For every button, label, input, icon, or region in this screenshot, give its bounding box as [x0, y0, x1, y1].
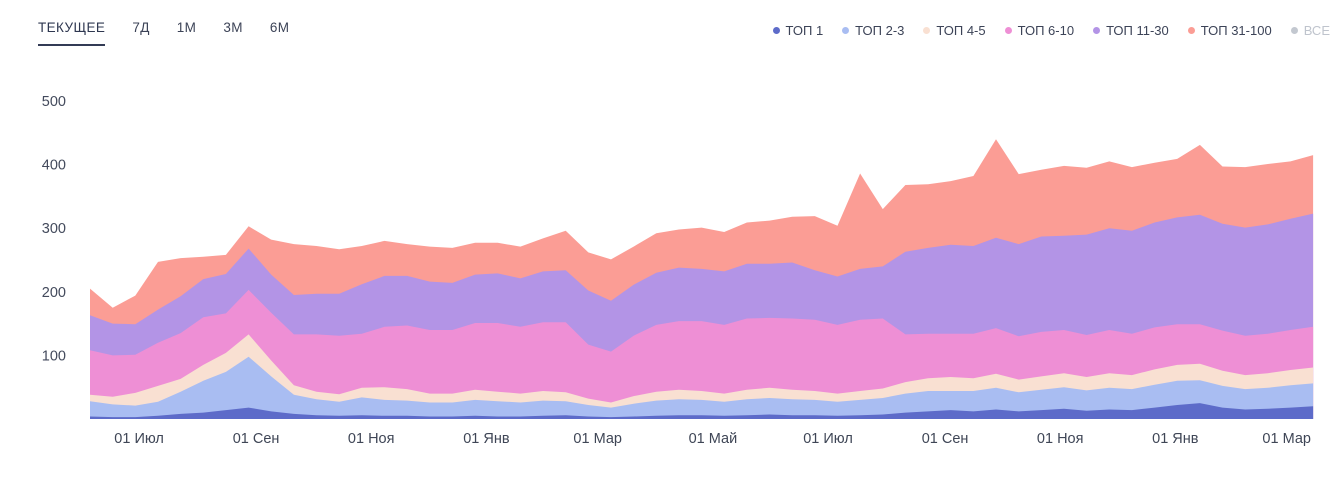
legend-label: ТОП 1: [785, 23, 824, 38]
x-axis-tick-label: 01 Янв: [1152, 431, 1199, 447]
tab-current[interactable]: ТЕКУЩЕЕ: [38, 20, 106, 46]
legend-item-all[interactable]: ВСЕ: [1290, 23, 1330, 38]
legend-dot-icon: [1093, 27, 1101, 34]
tab-1m[interactable]: 1М: [176, 20, 197, 35]
legend-label: ВСЕ: [1303, 23, 1330, 38]
legend-item-top1[interactable]: ТОП 1: [772, 23, 824, 38]
x-axis-tick-label: 01 Сен: [233, 431, 280, 447]
tab-7d[interactable]: 7Д: [132, 20, 150, 35]
legend-item-top6-10[interactable]: ТОП 6-10: [1004, 23, 1075, 38]
time-range-tabs: ТЕКУЩЕЕ 7Д 1М 3М 6М: [38, 20, 289, 46]
y-axis-tick-label: 100: [42, 348, 66, 364]
legend-label: ТОП 11-30: [1106, 23, 1169, 38]
legend-label: ТОП 2-3: [855, 23, 905, 38]
legend-dot-icon: [1290, 27, 1298, 34]
tab-6m[interactable]: 6М: [269, 20, 290, 35]
x-axis-tick-label: 01 Сен: [922, 431, 969, 447]
chart-legend: ТОП 1 ТОП 2-3 ТОП 4-5 ТОП 6-10 ТОП 11-30…: [772, 20, 1330, 38]
legend-item-top11-30[interactable]: ТОП 11-30: [1093, 23, 1169, 38]
chart-header: ТЕКУЩЕЕ 7Д 1М 3М 6М ТОП 1 ТОП 2-3 ТОП 4-…: [0, 0, 1340, 58]
x-axis-tick-label: 01 Мар: [573, 431, 622, 447]
y-axis-tick-label: 200: [42, 285, 66, 301]
y-axis-tick-label: 500: [42, 94, 66, 110]
x-axis-tick-label: 01 Июл: [114, 431, 164, 447]
x-axis-tick-label: 01 Май: [689, 431, 738, 447]
y-axis-tick-label: 400: [42, 158, 66, 174]
legend-item-top31-100[interactable]: ТОП 31-100: [1187, 23, 1272, 38]
area-top1: [90, 403, 1314, 419]
x-axis-tick-label: 01 Ноя: [1037, 431, 1084, 447]
legend-label: ТОП 31-100: [1200, 23, 1272, 38]
x-axis-tick-label: 01 Ноя: [348, 431, 395, 447]
legend-label: ТОП 4-5: [936, 23, 986, 38]
legend-dot-icon: [1004, 27, 1012, 34]
x-axis-tick-label: 01 Янв: [463, 431, 510, 447]
y-axis-tick-label: 300: [42, 221, 66, 237]
legend-label: ТОП 6-10: [1017, 23, 1075, 38]
x-axis-tick-label: 01 Мар: [1262, 431, 1311, 447]
legend-item-top4-5[interactable]: ТОП 4-5: [923, 23, 986, 38]
x-axis-tick-label: 01 Июл: [803, 431, 853, 447]
legend-dot-icon: [842, 27, 850, 34]
area-top2_3: [90, 356, 1314, 419]
legend-dot-icon: [1187, 27, 1195, 34]
tab-3m[interactable]: 3М: [223, 20, 243, 35]
legend-dot-icon: [772, 27, 780, 34]
legend-item-top2-3[interactable]: ТОП 2-3: [842, 23, 904, 38]
legend-dot-icon: [923, 27, 931, 34]
